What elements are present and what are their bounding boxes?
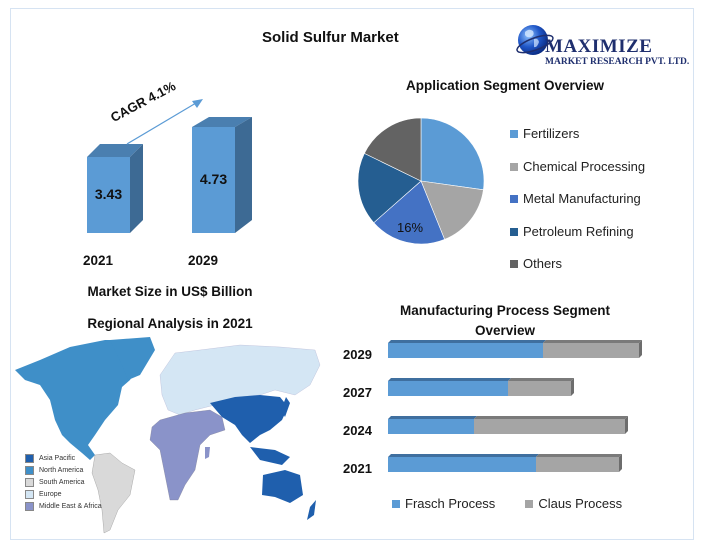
logo-subtitle: MARKET RESEARCH PVT. LTD. bbox=[545, 57, 690, 67]
legend-item-chemical-processing: Chemical Processing bbox=[510, 159, 645, 192]
map-legend-label: Asia Pacific bbox=[39, 455, 76, 462]
legend-swatch bbox=[510, 162, 518, 171]
application-pie bbox=[357, 117, 485, 245]
row-year-2021: 2021 bbox=[343, 461, 372, 476]
legend-item-petroleum-refining: Petroleum Refining bbox=[510, 224, 645, 257]
bar-year-2029: 2029 bbox=[188, 253, 219, 268]
world-map bbox=[15, 337, 321, 534]
legend-item-fertilizers: Fertilizers bbox=[510, 126, 645, 159]
legend-label: Fertilizers bbox=[523, 126, 580, 141]
row-year-2024: 2024 bbox=[343, 423, 372, 438]
legend-item-claus-process: Claus Process bbox=[525, 496, 622, 511]
page-title: Solid Sulfur Market bbox=[262, 29, 399, 46]
map-legend-middle-east-africa: Middle East & Africa bbox=[25, 502, 102, 511]
legend-label: Others bbox=[523, 256, 563, 271]
regional-title: Regional Analysis in 2021 bbox=[87, 316, 253, 331]
map-legend-asia-pacific: Asia Pacific bbox=[25, 454, 102, 463]
regional-legend: Asia Pacific North America South America… bbox=[25, 454, 102, 514]
bar-value-2029: 4.73 bbox=[199, 171, 228, 187]
map-legend-swatch bbox=[25, 466, 34, 475]
map-legend-label: Middle East & Africa bbox=[39, 503, 102, 510]
map-legend-swatch bbox=[25, 490, 34, 499]
market-size-caption: Market Size in US$ Billion bbox=[87, 284, 253, 299]
globe-icon bbox=[516, 25, 554, 55]
row-year-2029: 2029 bbox=[343, 347, 372, 362]
legend-label: Petroleum Refining bbox=[523, 223, 634, 239]
manufacturing-title: Manufacturing Process Segment Overview bbox=[380, 301, 630, 341]
map-legend-swatch bbox=[25, 478, 34, 487]
page-frame bbox=[10, 8, 694, 540]
legend-label: Metal Manufacturing bbox=[523, 191, 641, 206]
map-legend-label: South America bbox=[39, 479, 85, 486]
legend-swatch bbox=[525, 499, 534, 508]
application-legend: Fertilizers Chemical Processing Metal Ma… bbox=[510, 126, 645, 289]
market-size-chart: CAGR 4.1% 3.43 4.73 2021 2029 bbox=[60, 78, 280, 280]
application-title: Application Segment Overview bbox=[405, 78, 605, 93]
row-year-2027: 2027 bbox=[343, 385, 372, 400]
legend-item-others: Others bbox=[510, 256, 645, 289]
legend-swatch bbox=[510, 227, 518, 236]
legend-label: Claus Process bbox=[538, 496, 623, 511]
manufacturing-bars bbox=[388, 340, 642, 472]
map-legend-swatch bbox=[25, 502, 34, 511]
legend-swatch bbox=[392, 499, 400, 508]
pie-slice-label: 16% bbox=[397, 220, 424, 235]
manufacturing-title-line2: Overview bbox=[474, 323, 536, 338]
map-legend-europe: Europe bbox=[25, 490, 102, 499]
market-size-bars bbox=[87, 99, 252, 233]
legend-swatch bbox=[510, 260, 518, 268]
logo-maximize: MAXIMIZE bbox=[545, 36, 653, 57]
map-legend-south-america: South America bbox=[25, 478, 102, 487]
legend-swatch bbox=[510, 195, 518, 203]
legend-label: Chemical Processing bbox=[523, 158, 646, 174]
map-legend-north-america: North America bbox=[25, 466, 102, 475]
legend-swatch bbox=[510, 130, 518, 138]
legend-item-metal-manufacturing: Metal Manufacturing bbox=[510, 191, 645, 224]
map-legend-swatch bbox=[25, 454, 34, 463]
company-logo: MAXIMIZE MARKET RESEARCH PVT. LTD. bbox=[515, 22, 695, 72]
bar-value-2021: 3.43 bbox=[94, 186, 123, 202]
manufacturing-legend: Frasch Process Claus Process bbox=[392, 496, 622, 511]
map-legend-label: North America bbox=[39, 467, 84, 474]
legend-label: Frasch Process bbox=[405, 496, 496, 511]
bar-year-2021: 2021 bbox=[83, 253, 114, 268]
manufacturing-title-line1: Manufacturing Process Segment bbox=[399, 303, 611, 318]
legend-item-frasch-process: Frasch Process bbox=[392, 496, 495, 511]
map-legend-label: Europe bbox=[39, 491, 62, 498]
